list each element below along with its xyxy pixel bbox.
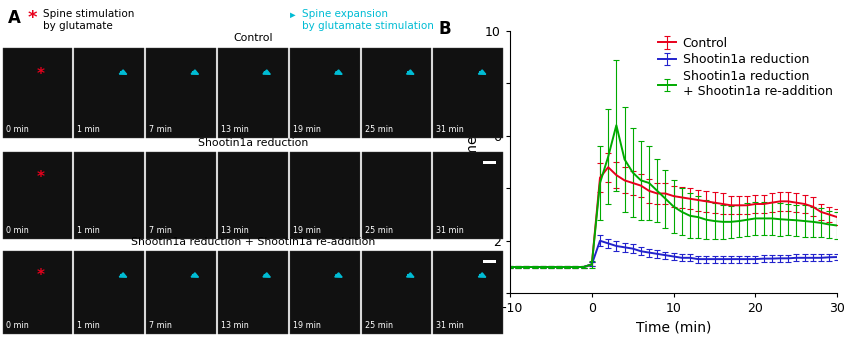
FancyArrow shape [335, 273, 343, 277]
Text: 19 min: 19 min [293, 125, 320, 134]
Text: *: * [37, 68, 45, 82]
FancyArrow shape [191, 273, 199, 277]
FancyBboxPatch shape [74, 251, 144, 334]
FancyArrow shape [406, 273, 414, 277]
Bar [483, 161, 496, 164]
FancyBboxPatch shape [3, 251, 72, 334]
FancyArrow shape [263, 273, 270, 277]
Text: 31 min: 31 min [436, 321, 464, 330]
Text: 7 min: 7 min [150, 321, 172, 330]
FancyBboxPatch shape [434, 251, 503, 334]
Text: 0 min: 0 min [6, 226, 28, 235]
FancyBboxPatch shape [3, 152, 72, 239]
Text: *: * [37, 268, 45, 283]
FancyBboxPatch shape [361, 152, 432, 239]
Text: 0 min: 0 min [6, 125, 28, 134]
Text: 7 min: 7 min [150, 125, 172, 134]
Text: Control: Control [233, 33, 273, 43]
Text: 1 min: 1 min [77, 321, 100, 330]
Text: *: * [37, 170, 45, 185]
FancyArrow shape [406, 70, 414, 74]
FancyBboxPatch shape [146, 152, 216, 239]
Bar [483, 260, 496, 263]
FancyBboxPatch shape [434, 48, 503, 138]
FancyBboxPatch shape [434, 152, 503, 239]
Text: Shootin1a reduction + Shootin1a re-addition: Shootin1a reduction + Shootin1a re-addit… [131, 237, 375, 247]
FancyBboxPatch shape [361, 251, 432, 334]
FancyBboxPatch shape [146, 48, 216, 138]
FancyBboxPatch shape [290, 251, 360, 334]
FancyArrow shape [479, 70, 485, 74]
FancyBboxPatch shape [3, 48, 72, 138]
FancyArrow shape [119, 70, 127, 74]
Text: 25 min: 25 min [365, 125, 393, 134]
Text: Spine expansion
by glutamate stimulation: Spine expansion by glutamate stimulation [302, 9, 434, 31]
Legend: Control, Shootin1a reduction, Shootin1a reduction
+ Shootin1a re-addition: Control, Shootin1a reduction, Shootin1a … [653, 32, 837, 103]
Text: B: B [438, 20, 450, 38]
FancyArrow shape [335, 70, 343, 74]
Text: 0 min: 0 min [6, 321, 28, 330]
FancyBboxPatch shape [290, 48, 360, 138]
Text: 31 min: 31 min [436, 226, 464, 235]
Text: 13 min: 13 min [221, 226, 249, 235]
FancyArrow shape [263, 70, 270, 74]
FancyBboxPatch shape [74, 48, 144, 138]
FancyBboxPatch shape [74, 152, 144, 239]
FancyBboxPatch shape [218, 48, 288, 138]
FancyBboxPatch shape [218, 251, 288, 334]
Y-axis label: Spine volume (F/F₀): Spine volume (F/F₀) [466, 94, 479, 230]
Text: 31 min: 31 min [436, 125, 464, 134]
Text: *: * [28, 9, 37, 27]
FancyBboxPatch shape [290, 152, 360, 239]
Text: 25 min: 25 min [365, 321, 393, 330]
Text: Shootin1a reduction: Shootin1a reduction [198, 138, 308, 148]
Text: 13 min: 13 min [221, 321, 249, 330]
FancyBboxPatch shape [361, 48, 432, 138]
X-axis label: Time (min): Time (min) [636, 321, 711, 335]
FancyBboxPatch shape [218, 152, 288, 239]
Text: Spine stimulation
by glutamate: Spine stimulation by glutamate [43, 9, 134, 31]
Text: 1 min: 1 min [77, 226, 100, 235]
Text: 7 min: 7 min [150, 226, 172, 235]
Text: 13 min: 13 min [221, 125, 249, 134]
Text: 25 min: 25 min [365, 226, 393, 235]
Text: 19 min: 19 min [293, 321, 320, 330]
Text: 1 min: 1 min [77, 125, 100, 134]
FancyBboxPatch shape [146, 251, 216, 334]
FancyArrow shape [191, 70, 199, 74]
Text: A: A [8, 9, 20, 27]
Text: 19 min: 19 min [293, 226, 320, 235]
FancyArrow shape [479, 273, 485, 277]
FancyArrow shape [119, 273, 127, 277]
